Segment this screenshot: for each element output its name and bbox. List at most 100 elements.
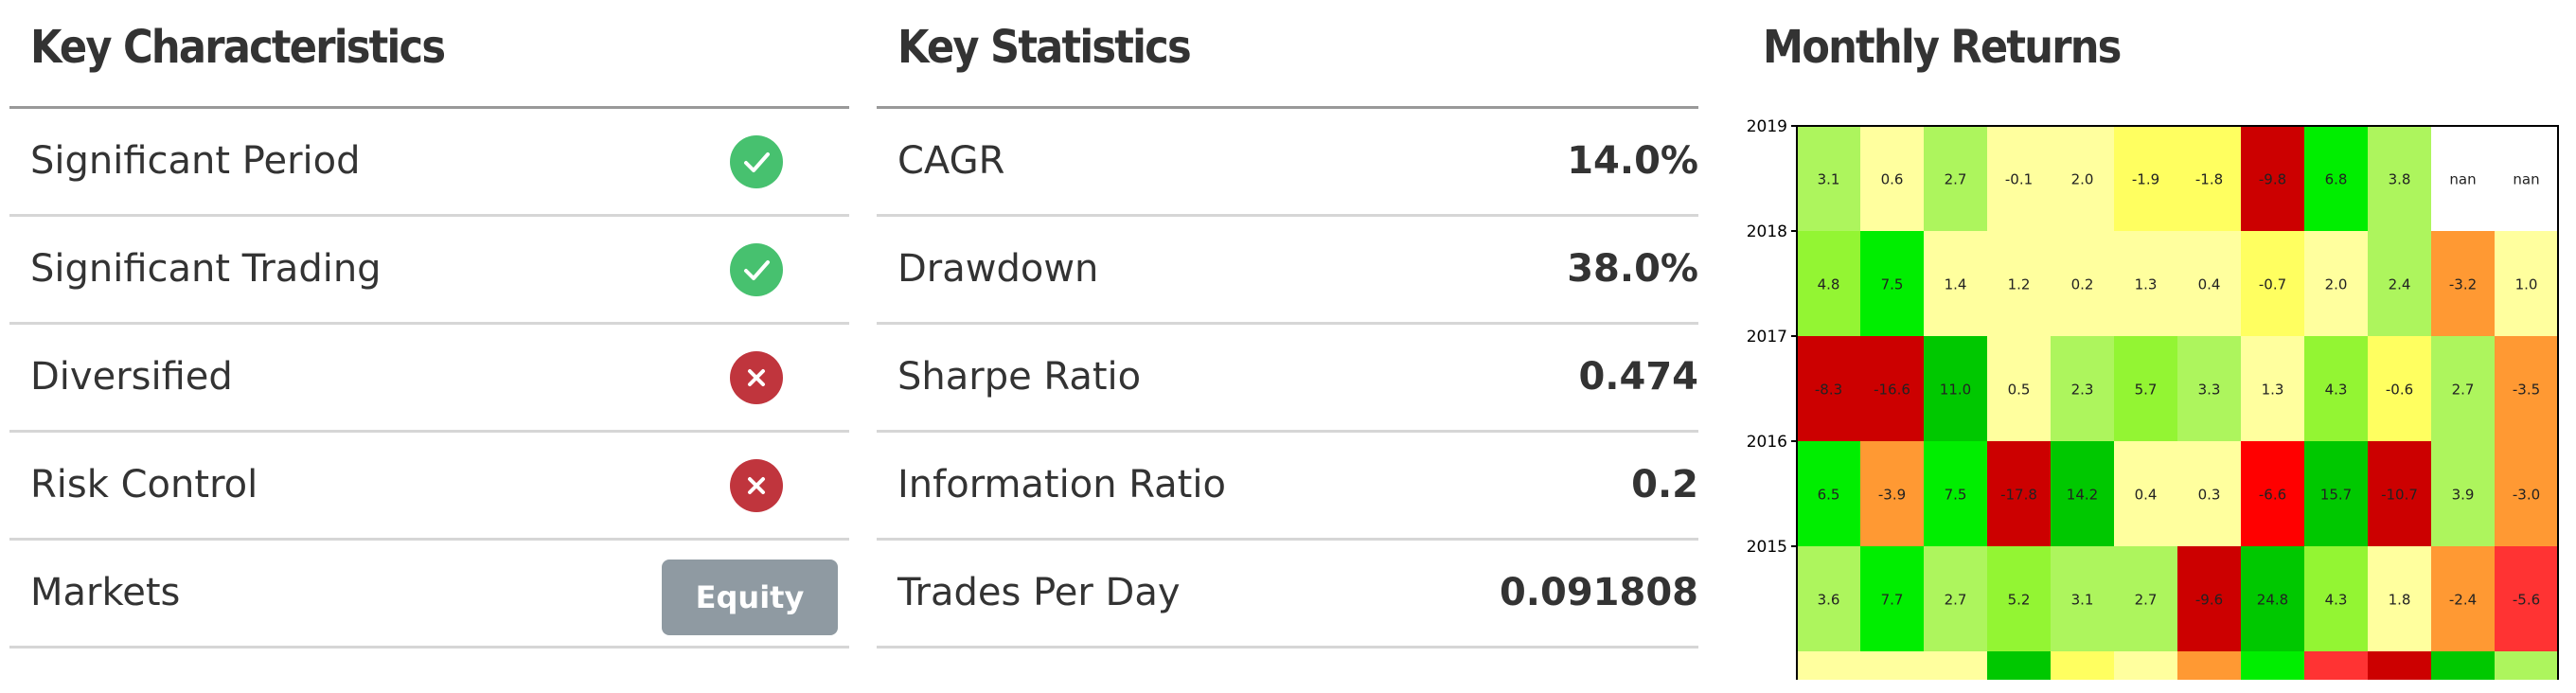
heatmap-cell — [1797, 651, 1860, 680]
heatmap-cell — [2304, 546, 2368, 651]
heatmap-cell — [2051, 231, 2114, 336]
key-characteristics-panel: Key Characteristics Significant Period S… — [9, 0, 849, 663]
characteristic-row-markets: Markets Equity — [9, 541, 849, 649]
heatmap-cell-label: 1.4 — [1945, 276, 1967, 293]
heatmap-cell-label: 7.5 — [1881, 276, 1904, 293]
heatmap-cell-label: 7.5 — [1945, 487, 1967, 504]
statistic-label: Trades Per Day — [897, 571, 1181, 614]
heatmap-cell-label: -6.6 — [2259, 487, 2286, 504]
heatmap-cell-label: 0.4 — [2135, 487, 2158, 504]
heatmap-cell — [2051, 336, 2114, 441]
heatmap-cell-label: 6.8 — [2325, 171, 2348, 188]
heatmap-cell — [2304, 126, 2368, 231]
heatmap-cell — [2114, 651, 2177, 680]
heatmap-cell-label: 0.5 — [2008, 382, 2031, 399]
heatmap-cell-label: 3.9 — [2452, 487, 2475, 504]
heatmap-cell — [2431, 231, 2495, 336]
heatmap-cell-label: 1.2 — [2008, 276, 2031, 293]
heatmap-cell — [1924, 231, 1987, 336]
heatmap-cell — [2114, 126, 2177, 231]
statistic-value: 0.2 — [1631, 463, 1698, 506]
heatmap-cell-label: -5.6 — [2513, 592, 2540, 609]
check-icon — [730, 135, 783, 188]
heatmap-cell-label: 1.8 — [2389, 592, 2411, 609]
heatmap-cell — [1987, 546, 2051, 651]
characteristic-label: Diversified — [30, 355, 233, 399]
heatmap-cell — [2495, 126, 2558, 231]
heatmap-cell-label: 3.1 — [2071, 592, 2094, 609]
heatmap-cell — [2241, 546, 2304, 651]
heatmap-cell — [1797, 546, 1860, 651]
statistic-label: CAGR — [897, 139, 1005, 183]
statistic-value: 14.0% — [1567, 139, 1698, 183]
heatmap-cell-label: 14.2 — [2067, 487, 2098, 504]
key-statistics-title-rule — [877, 106, 1698, 109]
heatmap-cell-label: 3.1 — [1818, 171, 1840, 188]
heatmap-cell-label: -9.8 — [2259, 171, 2286, 188]
heatmap-cell — [2241, 336, 2304, 441]
characteristic-label: Significant Trading — [30, 247, 382, 291]
market-tag-equity[interactable]: Equity — [662, 560, 838, 635]
heatmap-cell — [1987, 231, 2051, 336]
heatmap-cell-label: -3.9 — [1878, 487, 1906, 504]
heatmap-cell-label: 4.8 — [1818, 276, 1840, 293]
statistic-label: Drawdown — [897, 247, 1099, 291]
heatmap-cell — [2431, 651, 2495, 680]
heatmap-cell-label: -0.6 — [2386, 382, 2413, 399]
heatmap-cell — [1860, 336, 1924, 441]
heatmap-cell — [2241, 126, 2304, 231]
characteristic-row-risk-control: Risk Control — [9, 433, 849, 541]
y-axis-label: 2018 — [1747, 222, 1787, 241]
heatmap-cell — [1987, 336, 2051, 441]
key-statistics-title: Key Statistics — [897, 21, 1192, 74]
heatmap-cell-label: 3.6 — [1818, 592, 1840, 609]
heatmap-cell-label: -1.9 — [2132, 171, 2159, 188]
heatmap-cell — [2495, 336, 2558, 441]
heatmap-cell — [2431, 546, 2495, 651]
heatmap-cell — [1987, 651, 2051, 680]
heatmap-cell-label: 3.8 — [2389, 171, 2411, 188]
statistic-value: 0.474 — [1578, 355, 1698, 399]
heatmap-cell — [2368, 231, 2431, 336]
heatmap-cell-label: -17.8 — [2000, 487, 2037, 504]
heatmap-cell-label: 1.3 — [2262, 382, 2284, 399]
heatmap-cell — [2368, 126, 2431, 231]
heatmap-cell — [2431, 126, 2495, 231]
statistic-value: 38.0% — [1567, 247, 1698, 291]
heatmap-cell — [2368, 546, 2431, 651]
key-characteristics-title-rule — [9, 106, 849, 109]
heatmap-cell — [2241, 651, 2304, 680]
heatmap-cell — [2304, 336, 2368, 441]
heatmap-cell-label: 2.7 — [2452, 382, 2475, 399]
heatmap-cell — [2241, 231, 2304, 336]
heatmap-cell — [2114, 441, 2177, 546]
y-axis-label: 2015 — [1747, 538, 1787, 557]
heatmap-cell — [1797, 441, 1860, 546]
monthly-returns-heatmap: 3.1 0.6 2.7 -0.1 2.0 -1.9 -1.8 -9.8 6.8 3.8 nan nan… — [1747, 117, 2559, 680]
heatmap-cell-label: 0.3 — [2198, 487, 2221, 504]
heatmap-cell — [1797, 231, 1860, 336]
characteristic-row-significant-period: Significant Period — [9, 109, 849, 217]
heatmap-cell — [2051, 546, 2114, 651]
heatmap-cell-label: -0.1 — [2005, 171, 2033, 188]
heatmap-cell-label: -1.8 — [2195, 171, 2223, 188]
heatmap-cell-label: 0.2 — [2071, 276, 2094, 293]
monthly-returns-panel: Monthly Returns — [1742, 0, 2566, 693]
heatmap-cell-label: 4.3 — [2325, 592, 2348, 609]
heatmap-cell-label: 0.6 — [1881, 171, 1904, 188]
characteristic-label: Significant Period — [30, 139, 361, 183]
statistic-row-drawdown: Drawdown 38.0% — [877, 217, 1698, 325]
key-characteristics-title: Key Characteristics — [30, 21, 446, 74]
heatmap-cell-label: -8.3 — [1815, 382, 1842, 399]
heatmap-cell-label: -10.7 — [2381, 487, 2418, 504]
heatmap-cell — [2304, 441, 2368, 546]
markets-label: Markets — [30, 571, 181, 614]
heatmap-cell — [1924, 126, 1987, 231]
y-axis-label: 2017 — [1747, 328, 1787, 346]
heatmap-cell — [2304, 231, 2368, 336]
heatmap-cell-label: -3.5 — [2513, 382, 2540, 399]
heatmap-cell — [1860, 126, 1924, 231]
heatmap-cell-label: nan — [2449, 171, 2476, 188]
heatmap-cell — [1924, 546, 1987, 651]
heatmap-cell-label: -2.4 — [2449, 592, 2477, 609]
